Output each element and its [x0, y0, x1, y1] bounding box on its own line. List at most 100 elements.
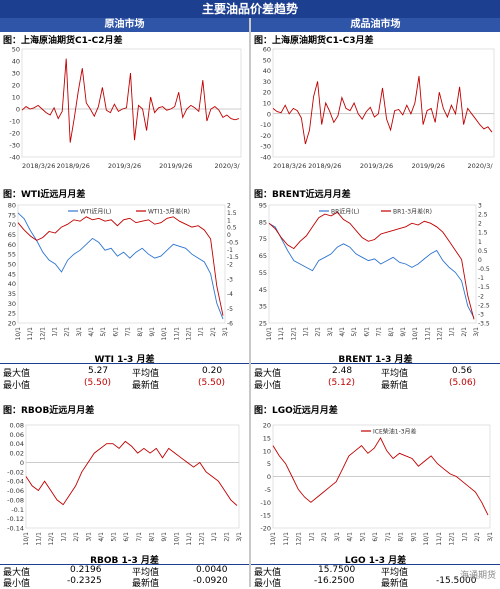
- y2-tick-label: -1.5: [227, 254, 239, 261]
- stats-rule: [0, 363, 249, 364]
- page-banner: 主要油品价差趋势: [0, 0, 500, 18]
- x-tick-label: 1/1: [461, 532, 468, 542]
- y-tick-label: 0.02: [10, 450, 24, 458]
- plot-frame: [17, 204, 226, 324]
- y-tick-label: 75: [8, 211, 16, 219]
- x-tick-label: 11/1: [27, 327, 34, 341]
- stat-label: 平均值: [132, 568, 160, 578]
- chart-c5: 0.08 0.06 0.04 0.02 0 -0.02 -0.04 -0.06 -0.08 -0.…: [0, 415, 247, 550]
- x-tick-label: 2/1: [474, 532, 481, 542]
- stat-label: 最小值: [3, 381, 31, 391]
- x-tick-label: 10/1: [266, 327, 273, 341]
- x-tick-label: 1/1: [211, 532, 218, 542]
- y-tick-label: 45: [259, 286, 267, 294]
- stat-label: 最大值: [3, 568, 31, 578]
- y-tick-label: -20: [9, 130, 20, 138]
- y-tick-label: 20: [263, 89, 271, 97]
- x-tick-label: 1/1: [449, 327, 456, 337]
- legend-label: ICE柴油1-3月差: [373, 428, 417, 436]
- y2-tick-label: 1: [227, 217, 231, 224]
- y-tick-label: -0.12: [7, 515, 24, 523]
- y2-tick-label: -3: [227, 276, 233, 283]
- chart-c1: -40 -30 -20 -10 0 10 20 30 40 50 2018/3/26 2018/9/2…: [0, 45, 247, 175]
- stat-label: 最新值: [381, 381, 409, 391]
- y-tick-label: 55: [259, 269, 267, 277]
- y2-tick-label: 1.5: [227, 210, 237, 217]
- x-tick-label: 12/1: [39, 327, 46, 341]
- series-line-1: [268, 211, 475, 320]
- y-tick-label: 20: [263, 422, 271, 430]
- stat-value: 2.48: [332, 366, 353, 376]
- chart-title-c2: 图：上海原油期货C1-C3月差: [254, 36, 374, 46]
- y-tick-label: 85: [259, 218, 267, 226]
- y-tick-label: 5: [267, 460, 271, 468]
- x-tick-label: 2019/9/26: [412, 162, 445, 170]
- y-tick-label: -5: [265, 486, 271, 494]
- y2-tick-label: -0.5: [227, 239, 239, 246]
- y-tick-label: 10: [263, 100, 271, 108]
- y-tick-label: -40: [260, 154, 271, 162]
- legend-label: BR1-3月差(R): [393, 208, 432, 216]
- x-tick-label: 8/1: [148, 532, 155, 542]
- x-tick-label: 7/1: [376, 327, 383, 337]
- y-tick-label: -15: [260, 512, 271, 520]
- x-tick-label: 2020/3/: [467, 162, 493, 170]
- y-tick-label: 15: [263, 434, 271, 442]
- series-line-0: [272, 436, 489, 516]
- y-tick-label: -10: [260, 499, 271, 507]
- stats-rule: [251, 564, 500, 565]
- stat-value: 5.27: [88, 366, 109, 376]
- stats-title-brent: BRENT 1-3 月差: [338, 355, 413, 365]
- y-tick-label: 20: [12, 82, 20, 90]
- x-tick-label: 11/1: [436, 532, 443, 546]
- chart-c2: -40 -30 -20 -10 0 10 20 30 40 50 60 2018/3/26 2018/9…: [251, 45, 498, 175]
- y-tick-label: 0: [267, 110, 271, 118]
- y2-tick-label: -3.5: [478, 321, 490, 328]
- y2-tick-label: -1: [227, 247, 233, 254]
- y-tick-label: 30: [12, 70, 20, 78]
- chart-title-c6: 图：LGO近远月月差: [254, 406, 338, 416]
- y-tick-label: 30: [8, 300, 16, 308]
- x-tick-label: 8/1: [388, 327, 395, 337]
- x-tick-label: 12/1: [436, 327, 443, 341]
- x-tick-label: 12/1: [48, 532, 55, 546]
- series-line-0: [21, 58, 240, 143]
- stat-value: -16.2500: [314, 576, 355, 586]
- plot-frame: [25, 424, 240, 529]
- x-tick-label: 8/1: [137, 327, 144, 337]
- x-tick-label: 5/1: [351, 327, 358, 337]
- y-tick-label: 50: [263, 56, 271, 64]
- plot-frame: [268, 204, 477, 324]
- y2-tick-label: 2: [478, 221, 482, 228]
- y-tick-label: 35: [8, 290, 16, 298]
- y-tick-label: 50: [8, 261, 16, 269]
- x-tick-label: 2/1: [73, 532, 80, 542]
- x-tick-label: 11/1: [186, 532, 193, 546]
- x-tick-label: 10/1: [23, 532, 30, 546]
- plot-frame: [21, 48, 242, 158]
- x-tick-label: 6/1: [363, 327, 370, 337]
- y2-tick-label: 1.5: [478, 230, 488, 237]
- x-tick-label: 8/1: [398, 532, 405, 542]
- x-tick-label: 4/1: [347, 532, 354, 542]
- x-tick-label: 6/1: [372, 532, 379, 542]
- x-tick-label: 10/1: [161, 327, 168, 341]
- x-tick-label: 10/1: [270, 532, 277, 546]
- series-line-0: [25, 440, 238, 506]
- x-tick-label: 3/1: [334, 532, 341, 542]
- y2-tick-label: -1.5: [478, 284, 490, 291]
- y-tick-label: 25: [8, 310, 16, 318]
- y-tick-label: 0: [267, 473, 271, 481]
- x-tick-label: 2/1: [64, 327, 71, 337]
- x-tick-label: 3/1: [487, 532, 494, 542]
- stat-label: 最小值: [3, 579, 31, 589]
- stat-value: (5.06): [449, 378, 477, 388]
- chart-c6: 20 15 10 5 0 -5 -10 -15 -20 10/1 11/1 12/1 1/1 2/1 3/1…: [251, 415, 498, 550]
- x-tick-label: 11/1: [424, 327, 431, 341]
- x-tick-label: 3/1: [327, 327, 334, 337]
- y-tick-label: 65: [8, 231, 16, 239]
- x-tick-label: 3/1: [473, 327, 480, 337]
- stats-title-wti: WTI 1-3 月差: [94, 355, 155, 365]
- y-tick-label: 70: [8, 221, 16, 229]
